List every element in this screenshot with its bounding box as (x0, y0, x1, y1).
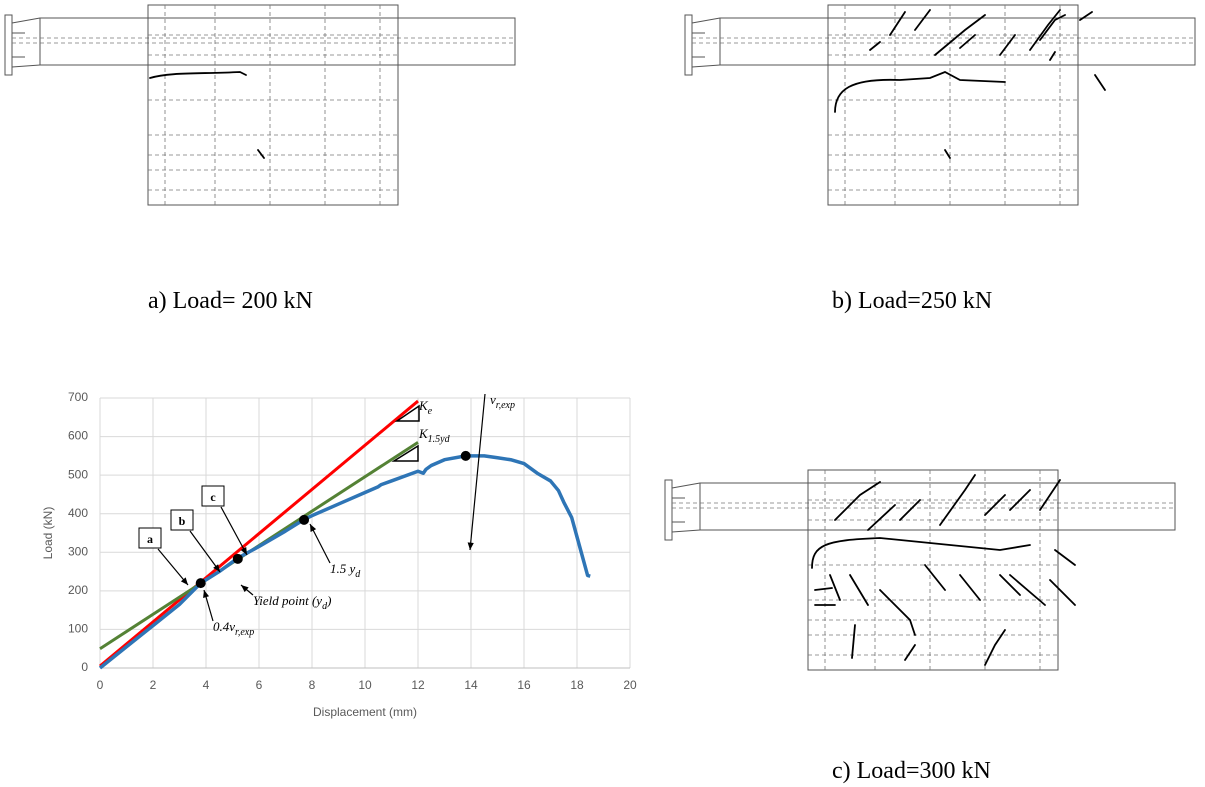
annotation-sub: d (355, 569, 361, 580)
annotation: 0.4vr,exp (213, 619, 254, 638)
key-point (299, 515, 309, 525)
y-tick-label: 400 (68, 506, 88, 520)
x-tick-label: 2 (150, 678, 157, 692)
crack-diagram-c (665, 470, 1175, 670)
chart: Displacement (mm) Load (kN) 010020030040… (41, 390, 637, 719)
annotation-sub: e (428, 406, 433, 417)
x-tick-label: 18 (570, 678, 584, 692)
crack-diagram-a (5, 5, 515, 205)
x-tick-label: 4 (203, 678, 210, 692)
arrow (190, 531, 220, 572)
x-tick-label: 0 (97, 678, 104, 692)
y-axis-label: Load (kN) (41, 507, 55, 560)
frame (685, 5, 1195, 205)
y-tick-label: 600 (68, 429, 88, 443)
x-tick-label: 6 (256, 678, 263, 692)
key-point (461, 451, 471, 461)
slope-triangle (394, 446, 418, 461)
annotation-text: 1.5 y (330, 561, 356, 576)
y-tick-label: 500 (68, 467, 88, 481)
x-tick-label: 10 (358, 678, 372, 692)
y-tick-label: 200 (68, 583, 88, 597)
crack (812, 475, 1075, 665)
caption: c) Load=300 kN (832, 758, 991, 784)
x-tick-label: 8 (309, 678, 316, 692)
figure: a) Load= 200 kN b) Load=250 kN c) Load=3… (0, 0, 1205, 787)
crack (835, 10, 1105, 158)
y-tick-label: 300 (68, 544, 88, 558)
key-point (233, 554, 243, 564)
annotation: b (179, 514, 186, 528)
crack (150, 72, 264, 158)
y-tick-label: 100 (68, 622, 88, 636)
caption: a) Load= 200 kN (148, 288, 313, 314)
y-tick-label: 700 (68, 390, 88, 404)
annotation: Ke (418, 398, 433, 417)
x-tick-label: 12 (411, 678, 425, 692)
x-tick-label: 14 (464, 678, 478, 692)
annotation: c (210, 490, 216, 504)
frame (5, 5, 515, 205)
x-tick-label: 20 (623, 678, 637, 692)
arrow (470, 394, 485, 550)
y-tick-label: 0 (81, 660, 88, 674)
caption: b) Load=250 kN (832, 288, 992, 314)
key-point (196, 578, 206, 588)
annotation-tail: ) (326, 593, 331, 608)
annotation: vr,exp (490, 392, 515, 411)
x-axis-label: Displacement (mm) (313, 705, 417, 719)
annotation: 1.5 yd (330, 561, 361, 580)
annotation-sub: r,exp (235, 627, 254, 638)
annotation-text: 0.4v (213, 619, 235, 634)
annotation: K1.5yd (418, 426, 451, 445)
annotation-sub: 1.5yd (428, 434, 451, 445)
annotation-text: Yield point (y (253, 593, 322, 608)
x-tick-label: 16 (517, 678, 531, 692)
annotation-sub: r,exp (496, 400, 515, 411)
annotation: Yield point (yd) (253, 593, 331, 612)
annotation: a (147, 532, 153, 546)
crack-diagram-b (685, 5, 1195, 205)
